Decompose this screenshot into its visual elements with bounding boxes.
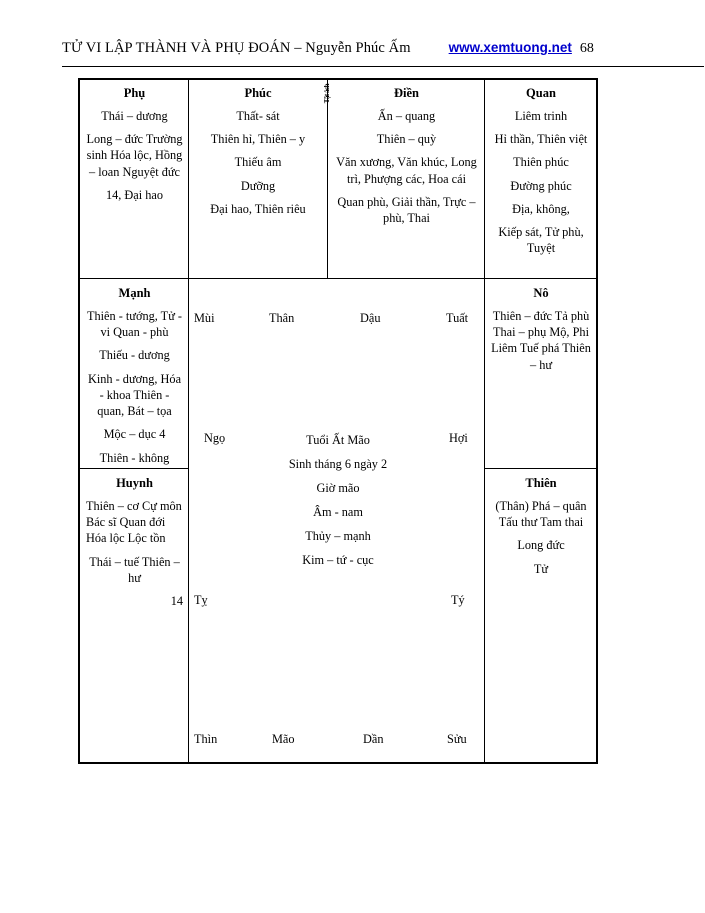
zodiac-mao: Mão [272,732,295,746]
birth-info-hour: Giờ mão [316,480,360,495]
palace-huynh-title: Huynh [116,476,153,490]
palace-quan: Quan Liêm trinh Hỉ thần, Thiên việt Thiê… [486,86,596,257]
birth-info-year: Tuổi Ất Mão [306,433,370,447]
palace-thien: Thiên (Thân) Phá – quân Tấu thư Tam thai… [486,476,596,577]
palace-manh-line-5: Thiên - không [99,450,170,465]
palace-thien-line-3: Tử [533,561,549,576]
zodiac-mui: Mùi [194,311,215,325]
palace-phu: Phụ Thái – dương Long – đức Trường sinh … [82,86,187,203]
palace-no: Nô Thiên – đức Tả phù Thai – phụ Mộ, Phi… [486,286,596,373]
birth-info-cuc: Kim – tứ - cục [302,552,374,567]
page-header: TỬ VI LẬP THÀNH VÀ PHỤ ĐOÁN – Nguyễn Phú… [62,40,692,62]
zodiac-suu: Sửu [447,732,467,746]
vsep-left-column [188,278,189,762]
palace-thien-title: Thiên [525,476,557,490]
palace-quan-line-2: Hỉ thần, Thiên việt [494,132,588,147]
birth-info-element: Thủy – mạnh [305,528,371,543]
vsep-right-column [484,278,485,762]
palace-dien: Điền Ấn – quang Thiên – quỳ Văn xương, V… [330,86,483,226]
vsep-phu-phuc [188,80,189,278]
page-number: 68 [579,41,594,56]
zodiac-hoi: Hợi [449,431,468,445]
palace-dien-line-2: Thiên – quỳ [376,132,437,147]
vsep-dien-quan [484,80,485,278]
palace-manh: Mạnh Thiên - tướng, Tử - vi Quan - phù T… [82,286,187,466]
palace-no-title: Nô [533,286,549,300]
palace-phu-line-2: Long – đức Trường sinh Hóa lộc, Hồng – l… [86,132,183,179]
palace-manh-title: Mạnh [118,286,151,300]
palace-quan-line-4: Đường phúc [510,178,572,193]
palace-phuc-line-4: Dưỡng [240,178,276,193]
palace-phuc-line-3: Thiếu âm [234,155,282,170]
zodiac-thin: Thìn [194,732,218,746]
book-title: TỬ VI LẬP THÀNH VÀ PHỤ ĐOÁN – Nguyễn Phú… [62,40,411,56]
palace-thien-line-1: (Thân) Phá – quân Tấu thư Tam thai [495,499,587,530]
palace-phuc: Phúc Thất- sát Thiên hỉ, Thiên – y Thiếu… [190,86,326,217]
hsep-no-thien [484,468,596,469]
palace-dien-line-4: Quan phù, Giải thần, Trực – phù, Thai [337,194,476,226]
palace-huynh-line-1: Thiên – cơ Cự môn Bác sĩ Quan đới Hóa lộ… [86,499,182,546]
zodiac-ngo: Ngọ [204,431,226,445]
palace-huynh-line-3: 14 [170,594,183,609]
palace-dien-title: Điền [394,86,419,100]
palace-no-line-1: Thiên – đức Tả phù Thai – phụ Mộ, Phi Li… [491,309,591,372]
website-link[interactable]: www.xemtuong.net [448,40,572,55]
palace-huynh: Huynh Thiên – cơ Cự môn Bác sĩ Quan đới … [82,476,187,609]
palace-manh-line-1: Thiên - tướng, Tử - vi Quan - phù [86,309,183,340]
header-divider [62,66,704,67]
palace-quan-line-1: Liêm trinh [514,109,568,123]
palace-manh-line-3: Kinh - dương, Hóa - khoa Thiên - quan, B… [87,371,182,419]
palace-quan-line-5: Địa, không, [512,201,570,216]
hsep-top-row-right [484,278,596,279]
tu-vi-chart-table: Phụ Thái – dương Long – đức Trường sinh … [78,78,598,764]
palace-thien-line-2: Long đức [517,538,565,553]
zodiac-ty-snake: Tỵ [194,593,208,607]
palace-quan-line-6: Kiếp sát, Tử phù, Tuyệt [498,225,584,256]
palace-phu-title: Phụ [123,86,146,100]
birth-info-panel: Tuổi Ất Mão Sinh tháng 6 ngày 2 Giờ mão … [208,429,468,573]
palace-phuc-line-2: Thiên hỉ, Thiên – y [210,132,306,147]
palace-quan-line-3: Thiên phúc [513,155,569,170]
zodiac-than: Thân [269,311,295,325]
palace-phuc-title: Phúc [244,86,272,100]
vsep-phuc-dien [327,80,328,278]
zodiac-tuat: Tuất [446,311,469,325]
palace-quan-title: Quan [526,86,556,100]
palace-dien-line-1: Ấn – quang [377,109,436,123]
palace-phu-line-1: Thái – dương [101,109,168,123]
palace-manh-line-4: Mộc – dục 4 [103,427,166,442]
palace-huynh-line-2: Thái – tuế Thiên – hư [89,554,180,585]
birth-info-gender: Âm - nam [313,504,363,519]
zodiac-dau: Dậu [360,311,381,325]
hsep-manh-huynh [80,468,188,469]
zodiac-ty-rat: Tý [451,593,465,607]
palace-phu-line-3: 14, Đại hao [105,187,164,202]
palace-dien-line-3: Văn xương, Văn khúc, Long trì, Phượng cá… [336,155,477,186]
palace-phuc-line-1: Thất- sát [236,109,280,123]
zodiac-dan: Dần [363,732,384,746]
palace-phuc-line-5: Đại hao, Thiên riêu [210,201,306,216]
palace-manh-line-2: Thiếu - dương [99,348,170,363]
birth-info-date: Sinh tháng 6 ngày 2 [288,456,388,471]
hsep-top-row [80,278,484,279]
